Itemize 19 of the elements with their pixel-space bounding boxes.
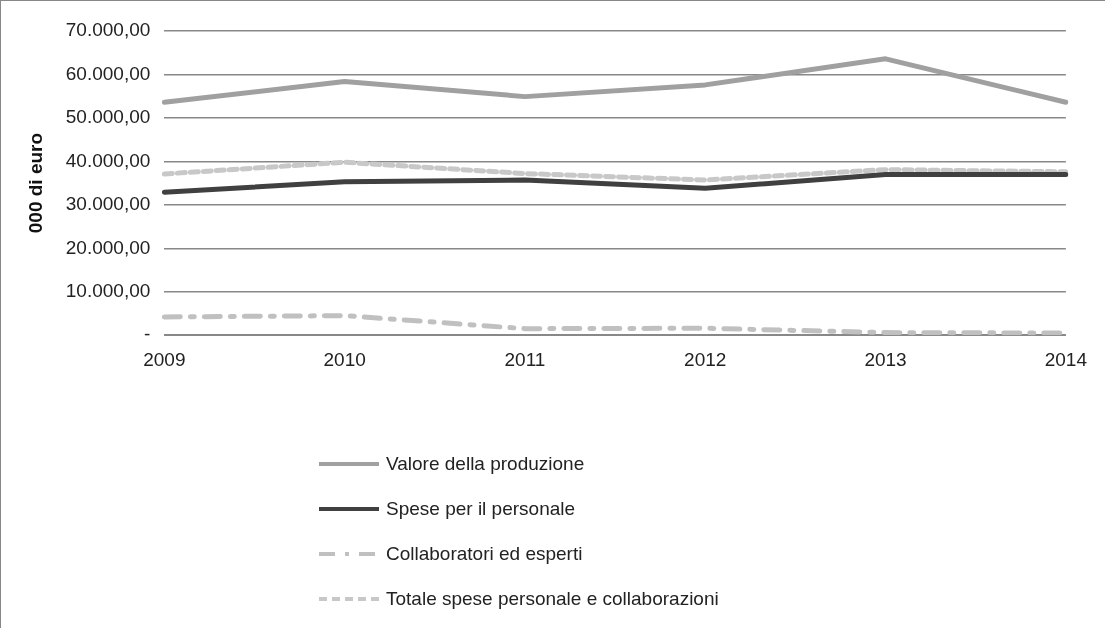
- y-tick-label: -: [144, 323, 151, 345]
- y-tick-label: 10.000,00: [65, 279, 151, 301]
- y-tick-label: 20.000,00: [65, 236, 151, 258]
- legend-label: Spese per il personale: [386, 497, 576, 520]
- y-tick-label: 30.000,00: [65, 193, 151, 215]
- y-tick-label: 40.000,00: [65, 149, 151, 171]
- x-tick-label: 2012: [684, 348, 727, 370]
- legend-label: Collaboratori ed esperti: [386, 542, 583, 565]
- y-tick-label: 70.000,00: [65, 19, 151, 41]
- y-tick-label: 50.000,00: [65, 106, 151, 128]
- legend-label: Valore della produzione: [386, 452, 585, 475]
- legend-label: Totale spese personale e collaborazioni: [386, 587, 719, 610]
- x-tick-label: 2009: [143, 348, 186, 370]
- x-tick-label: 2011: [504, 348, 546, 370]
- x-tick-label: 2010: [323, 348, 366, 370]
- x-tick-label: 2014: [1044, 348, 1088, 370]
- y-tick-label: 60.000,00: [65, 62, 151, 84]
- y-axis-title: 000 di euro: [24, 132, 46, 234]
- x-tick-label: 2013: [864, 348, 907, 370]
